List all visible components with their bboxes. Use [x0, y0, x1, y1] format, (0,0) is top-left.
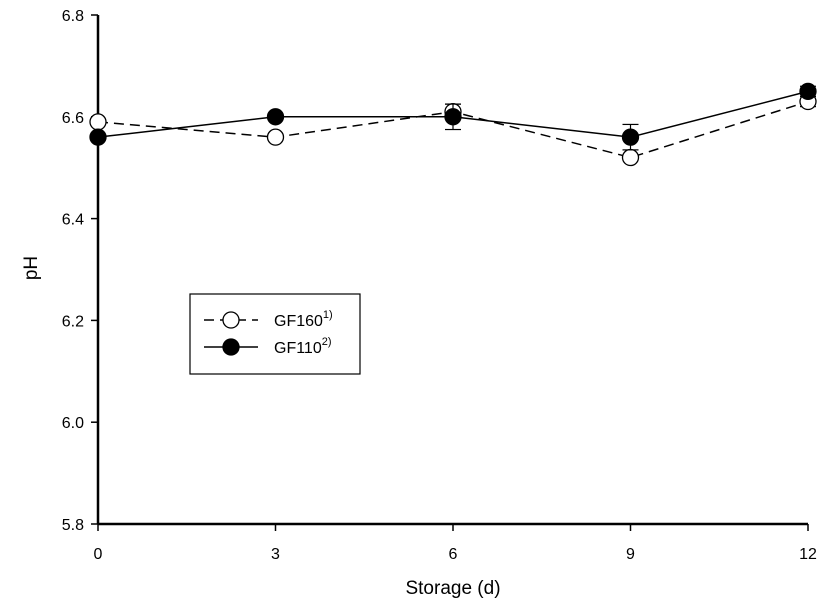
x-tick-label: 6	[449, 546, 458, 563]
data-point	[444, 108, 462, 126]
series-gf110	[89, 82, 817, 151]
data-point	[266, 108, 285, 126]
series-layer	[89, 82, 817, 167]
legend-box	[189, 293, 361, 375]
data-point	[621, 148, 640, 167]
legend-series-name: GF110	[274, 340, 322, 357]
x-tick-label: 9	[626, 546, 635, 563]
data-point	[89, 128, 107, 146]
y-tick-label: 6.8	[62, 8, 84, 25]
axes: 5.8 6.0 6.2 6.4 6.6 6.8 0 3 6 9 12	[62, 8, 817, 563]
legend-label: GF1601)	[274, 309, 333, 330]
y-tick-label: 5.8	[62, 517, 84, 534]
x-tick-label: 3	[271, 546, 280, 563]
legend-series-name: GF160	[274, 313, 323, 330]
x-tick-label: 0	[94, 546, 103, 563]
data-point	[621, 128, 640, 146]
y-tick-label: 6.0	[62, 415, 84, 432]
x-axis-title: Storage (d)	[405, 578, 500, 599]
y-tick-label: 6.4	[62, 212, 84, 229]
legend-footnote-marker: 1)	[323, 309, 333, 321]
legend: GF1601) GF1102)	[189, 293, 361, 375]
legend-footnote-marker: 2)	[322, 336, 332, 348]
legend-label: GF1102)	[274, 336, 332, 357]
y-axis-title: pH	[21, 256, 42, 280]
data-point	[799, 82, 817, 100]
legend-marker	[222, 311, 240, 329]
y-tick-label: 6.6	[62, 110, 84, 127]
data-point	[89, 113, 107, 131]
x-tick-label: 12	[799, 546, 817, 563]
legend-marker	[222, 338, 240, 356]
data-point	[266, 128, 285, 146]
y-tick-label: 6.2	[62, 313, 84, 330]
